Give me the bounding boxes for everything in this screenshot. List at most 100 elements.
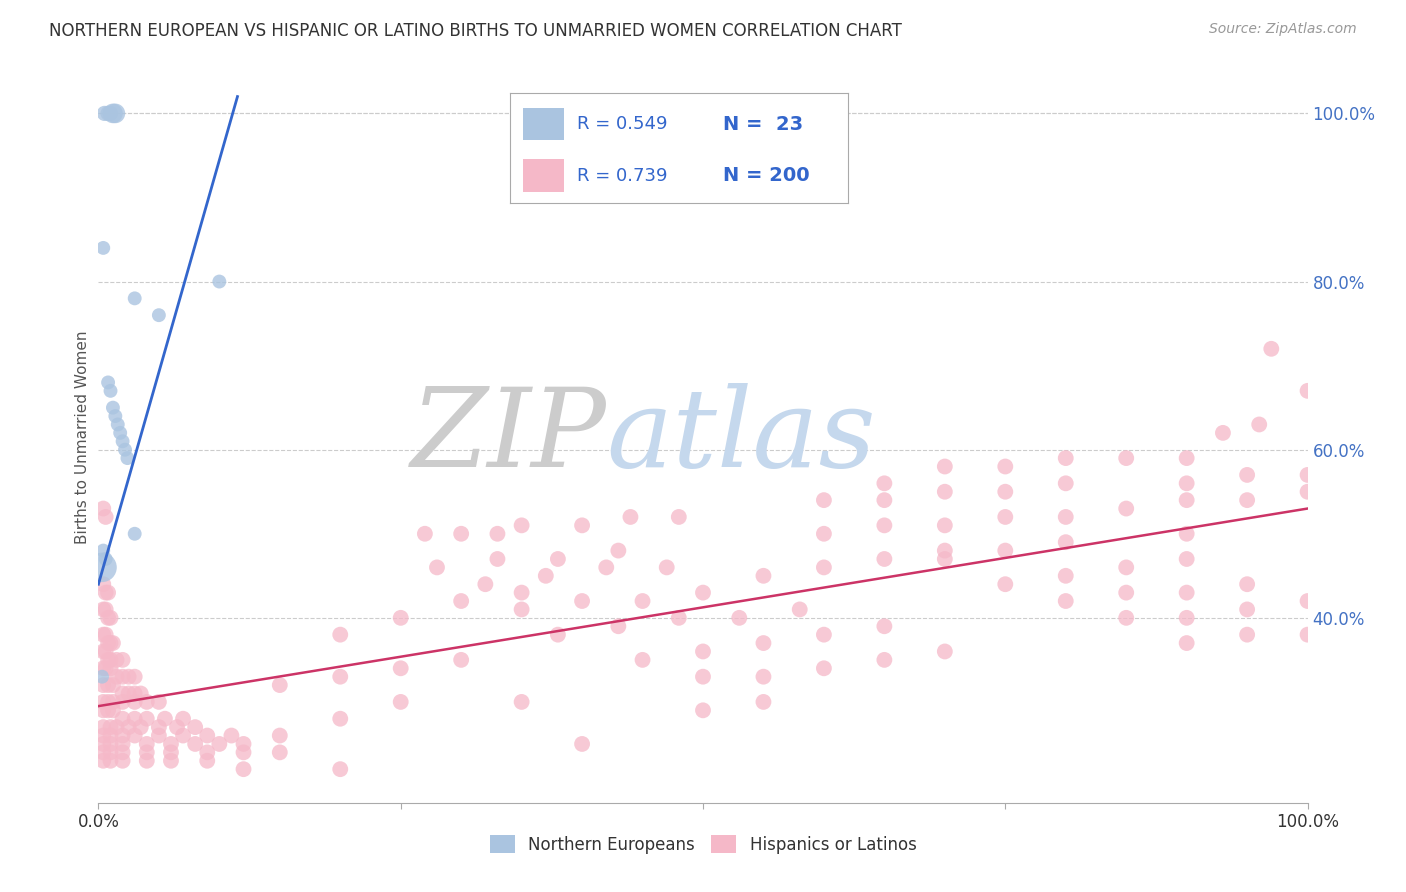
Point <box>105 720 128 734</box>
Point <box>1236 627 1258 641</box>
Point <box>97 376 120 390</box>
Point <box>631 594 654 608</box>
Point <box>221 729 243 743</box>
Point <box>148 308 170 322</box>
Point <box>607 543 630 558</box>
Point <box>160 754 183 768</box>
Point <box>91 501 114 516</box>
Point <box>1175 636 1198 650</box>
Point <box>329 627 352 641</box>
Point <box>1175 585 1198 599</box>
Point <box>450 594 472 608</box>
Point <box>195 745 218 759</box>
Point <box>111 695 134 709</box>
Point <box>135 712 157 726</box>
Point <box>1236 467 1258 482</box>
Point <box>97 106 120 120</box>
Point <box>547 627 569 641</box>
Point <box>607 619 630 633</box>
Point <box>1236 577 1258 591</box>
Point <box>426 560 449 574</box>
Point <box>1115 585 1137 599</box>
Point <box>124 526 146 541</box>
Point <box>100 106 122 120</box>
Point <box>184 720 207 734</box>
Point <box>91 644 114 658</box>
Point <box>111 737 134 751</box>
Point <box>413 526 436 541</box>
Point <box>97 653 120 667</box>
Point <box>752 695 775 709</box>
Point <box>269 729 291 743</box>
Point <box>692 585 714 599</box>
Point <box>172 712 194 726</box>
Point <box>118 720 141 734</box>
Point <box>1296 627 1319 641</box>
Point <box>510 518 533 533</box>
Point <box>94 602 117 616</box>
Point <box>97 585 120 599</box>
Point <box>172 729 194 743</box>
Text: atlas: atlas <box>606 384 876 491</box>
Point <box>813 560 835 574</box>
Point <box>135 754 157 768</box>
Point <box>631 653 654 667</box>
Point <box>1175 451 1198 466</box>
Point <box>571 594 593 608</box>
Point <box>994 577 1017 591</box>
Point <box>105 653 128 667</box>
Point <box>994 510 1017 524</box>
Point <box>934 552 956 566</box>
Point <box>111 712 134 726</box>
Point <box>91 703 114 717</box>
Point <box>91 670 114 684</box>
Point <box>148 695 170 709</box>
Point <box>91 695 114 709</box>
Point <box>94 644 117 658</box>
Point <box>595 560 617 574</box>
Point <box>232 737 254 751</box>
Point <box>91 754 114 768</box>
Point <box>97 611 120 625</box>
Point <box>534 569 557 583</box>
Text: Source: ZipAtlas.com: Source: ZipAtlas.com <box>1209 22 1357 37</box>
Point <box>1115 560 1137 574</box>
Point <box>934 518 956 533</box>
Point <box>389 695 412 709</box>
Point <box>752 670 775 684</box>
Point <box>873 493 896 508</box>
Point <box>100 729 122 743</box>
Point <box>329 762 352 776</box>
Point <box>208 737 231 751</box>
Point <box>269 678 291 692</box>
Point <box>129 720 152 734</box>
Point <box>94 661 117 675</box>
Point <box>91 729 114 743</box>
Point <box>91 737 114 751</box>
Point <box>208 275 231 289</box>
Point <box>389 611 412 625</box>
Point <box>111 434 134 449</box>
Point <box>101 401 124 415</box>
Point <box>1260 342 1282 356</box>
Point <box>873 518 896 533</box>
Point <box>101 106 124 120</box>
Point <box>100 737 122 751</box>
Point <box>813 493 835 508</box>
Point <box>692 644 714 658</box>
Point <box>728 611 751 625</box>
Point <box>107 417 129 432</box>
Point <box>1249 417 1271 432</box>
Point <box>97 636 120 650</box>
Point <box>124 712 146 726</box>
Point <box>97 703 120 717</box>
Point <box>1115 501 1137 516</box>
Text: NORTHERN EUROPEAN VS HISPANIC OR LATINO BIRTHS TO UNMARRIED WOMEN CORRELATION CH: NORTHERN EUROPEAN VS HISPANIC OR LATINO … <box>49 22 903 40</box>
Point <box>232 745 254 759</box>
Point <box>752 569 775 583</box>
Point <box>118 670 141 684</box>
Point <box>1054 510 1077 524</box>
Point <box>93 106 115 120</box>
Point <box>873 476 896 491</box>
Point <box>108 425 131 440</box>
